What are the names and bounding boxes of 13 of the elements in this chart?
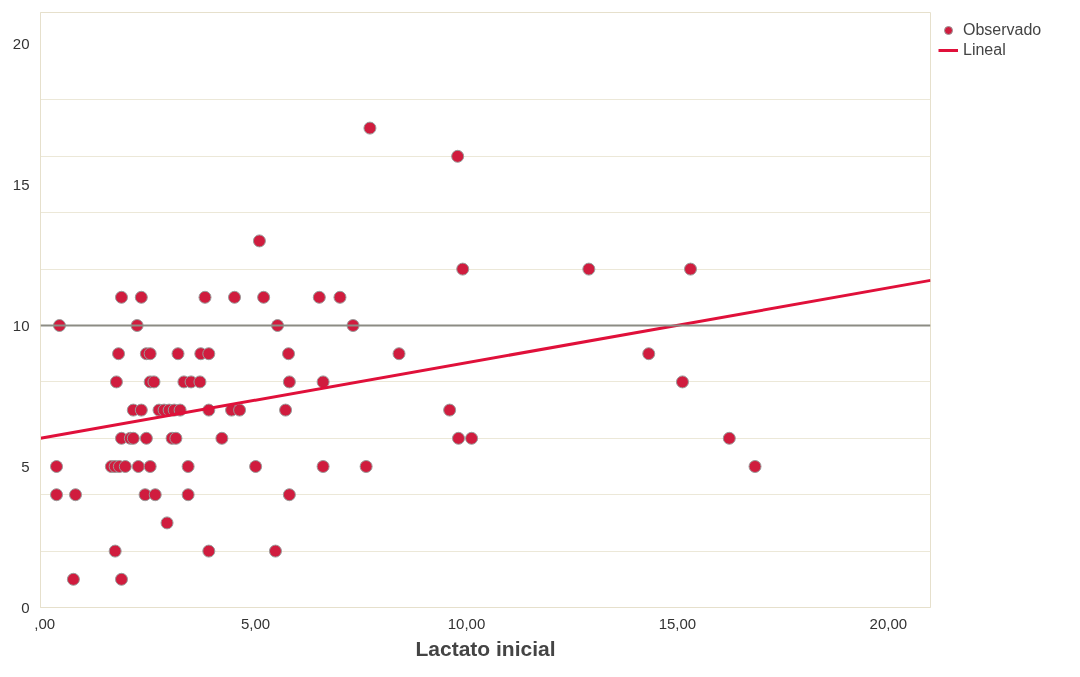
x-tick-label: 15,00 <box>658 614 697 632</box>
x-tick-label: ,00 <box>34 614 56 632</box>
y-tick-label: 5 <box>21 457 30 475</box>
x-tick-label: 10,00 <box>447 614 486 632</box>
x-axis-title: Lactato inicial <box>415 636 556 660</box>
x-tick-label: 20,00 <box>869 614 908 632</box>
y-tick-label: 20 <box>12 34 30 52</box>
x-tick-label: 5,00 <box>241 614 271 632</box>
y-tick-label: 15 <box>12 175 30 193</box>
legend-label: Observado <box>963 21 1042 39</box>
legend-label: Lineal <box>963 41 1006 59</box>
y-tick-label: 0 <box>21 598 30 616</box>
y-tick-label: 10 <box>12 316 30 334</box>
